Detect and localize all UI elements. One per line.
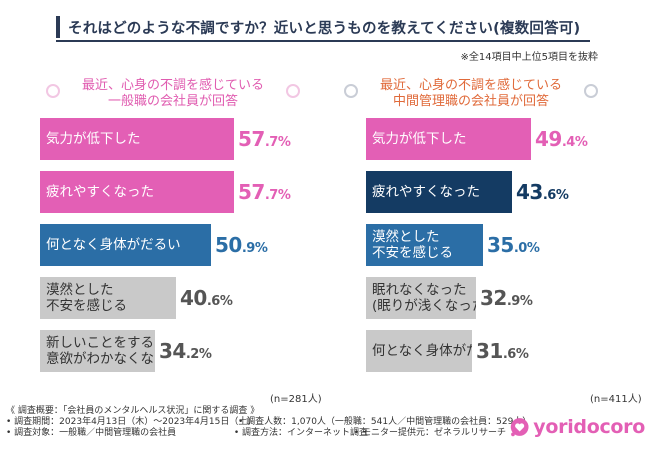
chart-title: それはどのような不調ですか？近いと思うものを教えてください(複数回答可): [68, 21, 581, 37]
survey-overview: 《 調査概要：「会社員のメンタルヘルス状況」に関する調査 》 • 調査期間：20…: [6, 406, 531, 439]
bar-left-5: 新しいことをする意欲がわかなくなった: [40, 330, 155, 372]
bar-value-label: 31.6%: [476, 339, 529, 363]
bar-category-label: 疲れやすくなった: [372, 184, 480, 200]
bar-category-label: 漠然とした 不安を感じる: [46, 282, 127, 314]
bar-value-label: 32.9%: [480, 286, 533, 310]
bar-left-2: 疲れやすくなった: [40, 171, 234, 213]
circle-decoration-icon: [584, 84, 598, 98]
bar-value-label: 40.6%: [180, 286, 233, 310]
heart-bubble-icon: [510, 418, 529, 437]
overview-title: 《 調査概要：「会社員のメンタルヘルス状況」に関する調査 》: [6, 406, 260, 416]
left-panel-title: 最近、心身の不調を感じている 一般職の会社員が回答: [42, 72, 304, 116]
bar-right-1: 気力が低下した: [366, 118, 531, 160]
bar-right-2: 疲れやすくなった: [366, 171, 512, 213]
header-accent: [56, 16, 60, 38]
right-sample-size: (n=411人): [590, 394, 642, 405]
bar-category-label: 何となく身体がだるい: [372, 343, 472, 359]
bar-value-label: 57.7%: [238, 180, 291, 204]
bar-left-1: 気力が低下した: [40, 118, 234, 160]
bar-value-label: 49.4%: [535, 127, 588, 151]
bar-category-label: 何となく身体がだるい: [46, 237, 181, 253]
right-panel-title-line2: 中間管理職の会社員が回答: [392, 94, 549, 109]
bar-value-label: 35.0%: [487, 233, 540, 257]
bar-value-label: 57.7%: [238, 127, 291, 151]
bar-category-label: 疲れやすくなった: [46, 184, 154, 200]
bar-value-label: 43.6%: [516, 180, 569, 204]
bar-category-label: 新しいことをする意欲がわかなくなった: [46, 335, 155, 367]
left-panel-title-line2: 一般職の会社員が回答: [107, 94, 238, 109]
left-panel-title-line1: 最近、心身の不調を感じている: [81, 78, 264, 93]
left-sample-size: (n=281人): [270, 394, 322, 405]
yoridocoro-logo: yoridocoro: [510, 410, 645, 444]
right-panel-title: 最近、心身の不調を感じている 中間管理職の会社員が回答: [340, 72, 602, 116]
excerpt-note: ※全14項目中上位5項目を抜粋: [460, 52, 598, 63]
survey-respondents: • 調査人数：1,070人（一般職：541人／中間管理職の会社員：529人）: [238, 417, 532, 427]
circle-decoration-icon: [286, 84, 300, 98]
survey-method: • 調査方法：インターネット調査: [233, 428, 368, 438]
bar-right-4: 眠れなくなった(眠りが浅くなった): [366, 277, 476, 319]
circle-decoration-icon: [46, 84, 60, 98]
bar-right-5: 何となく身体がだるい: [366, 330, 472, 372]
logo-wordmark: yoridocoro: [533, 416, 645, 438]
bar-category-label: 漠然とした 不安を感じる: [372, 229, 453, 261]
bar-value-label: 34.2%: [159, 339, 212, 363]
bar-right-3: 漠然とした 不安を感じる: [366, 224, 483, 266]
survey-period: • 調査期間：2023年4月13日（木）～2023年4月15日（土）: [6, 417, 257, 427]
chart-header: それはどのような不調ですか？近いと思うものを教えてください(複数回答可): [56, 14, 590, 42]
circle-decoration-icon: [344, 84, 358, 98]
bar-category-label: 気力が低下した: [372, 131, 467, 147]
survey-target: • 調査対象：一般職／中間管理職の会社員: [6, 428, 177, 438]
bar-left-3: 何となく身体がだるい: [40, 224, 211, 266]
bar-category-label: 気力が低下した: [46, 131, 141, 147]
bar-value-label: 50.9%: [215, 233, 268, 257]
bar-category-label: 眠れなくなった(眠りが浅くなった): [372, 282, 476, 314]
right-panel-title-line1: 最近、心身の不調を感じている: [379, 78, 562, 93]
bar-left-4: 漠然とした 不安を感じる: [40, 277, 176, 319]
survey-monitor: • モニター提供元：ゼネラルリサーチ: [353, 428, 506, 438]
